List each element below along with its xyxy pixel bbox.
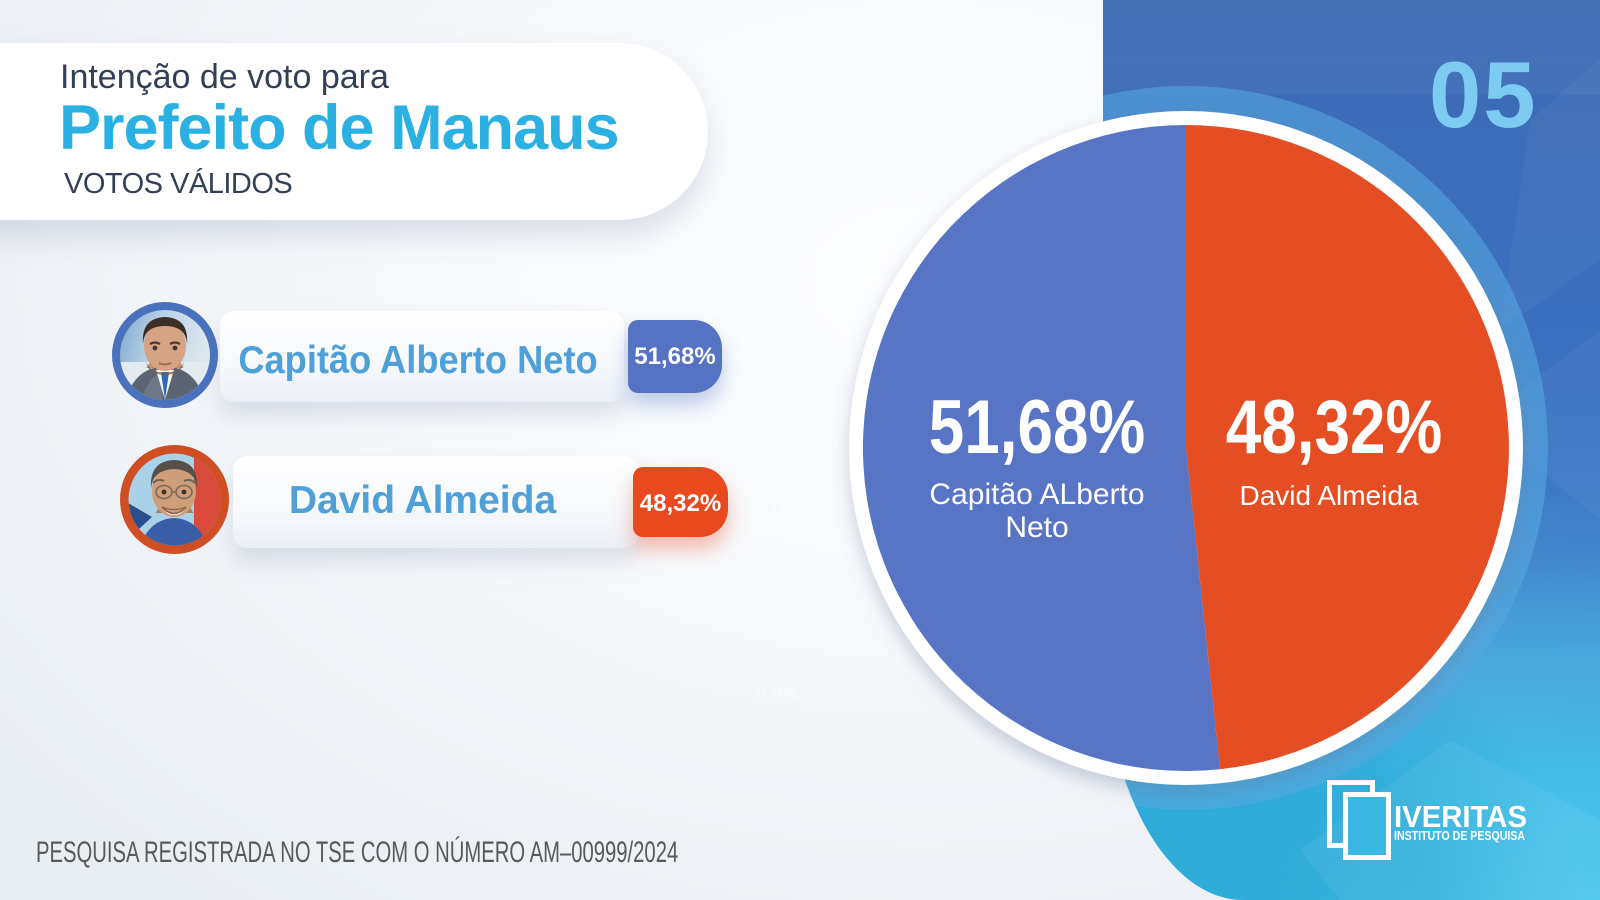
svg-text:INSTITUTO DE PESQUISA: INSTITUTO DE PESQUISA	[1394, 829, 1525, 843]
svg-text:IVERITAS: IVERITAS	[1394, 799, 1527, 834]
